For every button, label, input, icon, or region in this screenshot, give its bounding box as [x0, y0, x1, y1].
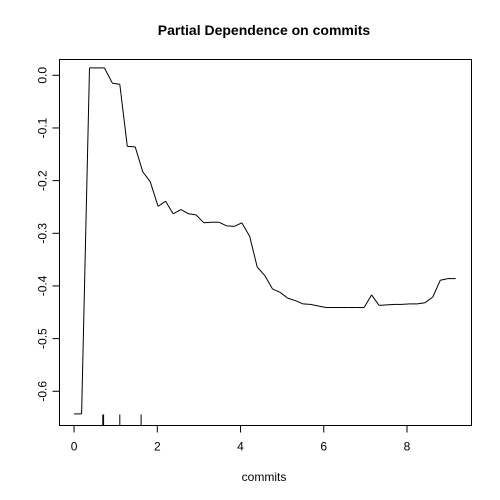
curve-segment [264, 275, 274, 290]
curve-segment [112, 82, 120, 85]
x-axis: 0 2 4 6 8 [71, 425, 411, 454]
curve-segment [379, 304, 388, 306]
curve-segment [310, 303, 319, 307]
curve-segment [180, 209, 189, 215]
curve-segment [119, 84, 128, 147]
curve-segment [432, 279, 441, 298]
curve-segment [249, 236, 258, 268]
curve-segment [172, 209, 182, 215]
x-tick-label: 2 [154, 440, 161, 454]
curve-segment [134, 146, 144, 172]
curve-segment [302, 303, 311, 305]
curve-segment [149, 181, 159, 207]
curve-segment [424, 296, 434, 304]
x-tick-label: 4 [237, 440, 244, 454]
curve-segment [127, 145, 136, 148]
plot-area-border [59, 59, 472, 426]
curve-segment [203, 221, 212, 224]
curve-segment [188, 213, 197, 216]
curve-segment [165, 200, 174, 215]
y-tick-label: 0.0 [36, 67, 50, 84]
x-tick-label: 8 [404, 440, 411, 454]
curve-segment [272, 288, 281, 293]
x-axis-label: commits [242, 470, 287, 484]
curve-segment [440, 278, 448, 281]
curve-segment [142, 171, 151, 182]
curve-segment [371, 294, 380, 306]
curve-segment [81, 67, 90, 414]
x-tick-label: 6 [320, 440, 327, 454]
y-tick-label: -0.3 [36, 223, 50, 244]
curve-segment [386, 303, 395, 306]
curve-layer [74, 67, 456, 415]
y-tick-label: -0.4 [36, 275, 50, 296]
curve-segment [195, 214, 205, 224]
curve-segment [417, 302, 425, 305]
y-tick-label: -0.1 [36, 117, 50, 138]
curve-segment [295, 300, 304, 305]
y-axis: 0.0 -0.1 -0.2 -0.3 -0.4 -0.5 -0.6 [36, 67, 60, 402]
curve-segment [363, 294, 373, 308]
y-tick-label: -0.6 [36, 381, 50, 402]
curve-segment [157, 200, 166, 207]
y-tick-label: -0.2 [36, 170, 50, 191]
curve-segment [226, 225, 235, 227]
curve-segment [234, 222, 243, 227]
curve-segment [241, 222, 251, 237]
rug-layer [102, 414, 142, 426]
curve-segment [218, 221, 228, 227]
curve-segment [279, 291, 288, 299]
chart-title: Partial Dependence on commits [158, 22, 371, 38]
curve-segment [401, 303, 410, 305]
x-tick-label: 0 [71, 440, 78, 454]
curve-segment [256, 266, 266, 276]
curve-segment [318, 305, 326, 308]
curve-segment [103, 67, 113, 84]
y-tick-label: -0.5 [36, 328, 50, 349]
curve-segment [287, 297, 296, 302]
